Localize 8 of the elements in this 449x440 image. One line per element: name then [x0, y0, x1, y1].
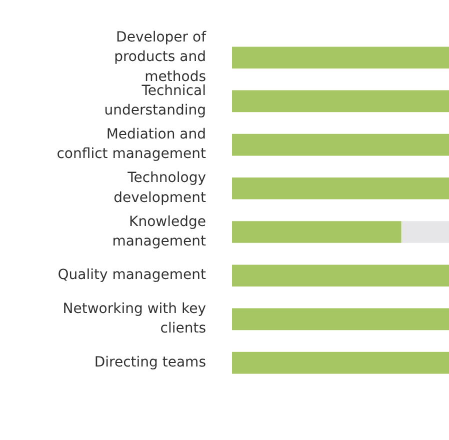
y-tick-label: Quality management [58, 267, 207, 284]
y-tick-label: Technology development [114, 170, 207, 206]
y-tick-label: Knowledge management [112, 214, 206, 250]
y-tick-label: Mediation and conflict management [56, 126, 207, 162]
y-tick-label: Directing teams [94, 354, 206, 370]
y-tick-label: Networking with key clients [62, 301, 206, 337]
y-tick-label: Developer of products and methods [114, 30, 208, 85]
y-tick-label: Technical understanding [104, 83, 206, 119]
